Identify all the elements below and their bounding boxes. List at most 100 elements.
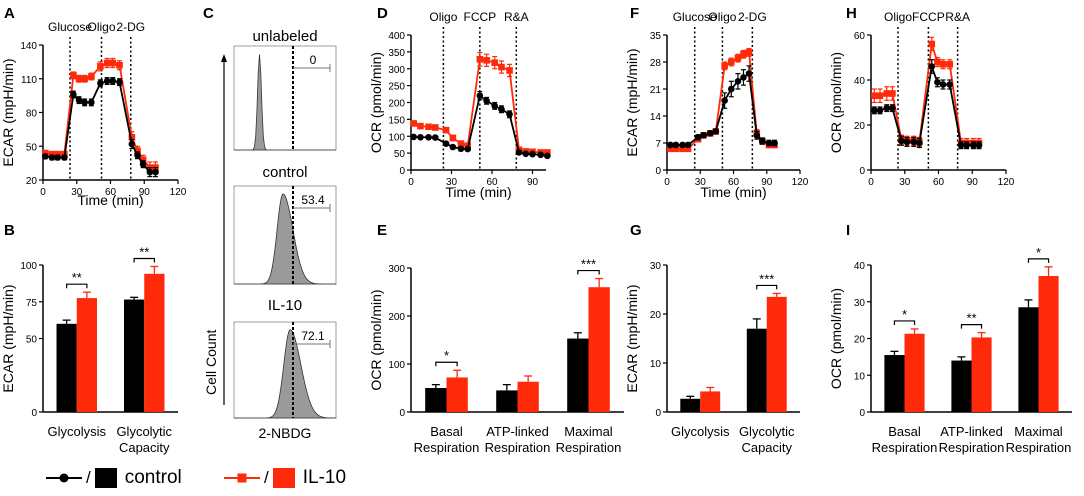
y-tick-label: 0 xyxy=(859,166,865,177)
category-label: ATP-linked xyxy=(486,424,549,439)
injection-label: R&A xyxy=(945,10,970,24)
data-point-control xyxy=(883,104,891,112)
data-point-control xyxy=(740,74,747,81)
data-point-control xyxy=(152,168,159,176)
x-tick-label: 60 xyxy=(728,177,740,188)
bar-il10 xyxy=(588,287,610,412)
x-axis-label: Time (min) xyxy=(445,184,511,200)
y-tick-label: 20 xyxy=(26,176,38,187)
y-tick-label: 10 xyxy=(854,371,866,382)
significance-bracket xyxy=(893,320,916,325)
panel-letter: A xyxy=(4,5,15,22)
data-point-il10 xyxy=(417,122,424,130)
data-point-control xyxy=(903,138,911,146)
data-point-control xyxy=(116,78,123,86)
y-tick-label: 50 xyxy=(394,149,406,160)
data-point-il10 xyxy=(672,145,680,153)
data-point-il10 xyxy=(871,92,878,100)
x-tick-label: 60 xyxy=(486,177,498,188)
data-point-il10 xyxy=(109,59,117,67)
line-panel-h: H 0 20 40 60 0 30 60 90 120 Oligo FCCP R&A OCR (pmol/… xyxy=(828,5,1015,188)
bar-control xyxy=(884,355,905,412)
data-point-control xyxy=(684,141,692,149)
y-tick-label: 100 xyxy=(388,360,405,371)
significance-label: *** xyxy=(581,257,596,272)
significance-bracket xyxy=(133,257,155,263)
data-point-il10 xyxy=(889,90,896,97)
panel-letter: F xyxy=(630,5,639,22)
category-label: Respiration xyxy=(1006,440,1072,455)
bar-control xyxy=(56,323,77,412)
x-axis-label: Time (min) xyxy=(77,192,143,208)
data-point-il10 xyxy=(745,49,753,56)
data-point-control xyxy=(537,151,544,159)
histogram-title: unlabeled xyxy=(252,28,317,45)
data-point-control xyxy=(771,139,778,147)
x-tick-label: 90 xyxy=(761,177,773,188)
data-point-il10 xyxy=(75,75,83,83)
data-point-il10 xyxy=(139,156,147,164)
significance-bracket xyxy=(1027,258,1050,263)
histogram-title: IL-10 xyxy=(268,297,302,314)
y-tick-label: 0 xyxy=(655,166,661,177)
y-tick-label: 110 xyxy=(21,75,37,86)
x-tick-label: 30 xyxy=(71,187,83,198)
bar-control xyxy=(951,360,972,412)
data-point-il10 xyxy=(457,140,465,147)
data-point-control xyxy=(957,141,965,149)
data-point-control xyxy=(109,77,117,85)
y-tick-label: 0 xyxy=(31,408,37,419)
x-tick-label: 90 xyxy=(967,177,979,188)
data-point-control xyxy=(498,105,505,113)
data-point-il10 xyxy=(48,150,56,158)
data-point-il10 xyxy=(876,92,884,100)
category-label: Glycolytic xyxy=(116,424,172,439)
y-tick-label: 28 xyxy=(650,58,662,69)
data-point-control xyxy=(88,99,95,106)
significance-label: ** xyxy=(139,244,149,259)
axis-arrow xyxy=(221,54,227,62)
y-tick-label: 100 xyxy=(388,132,405,143)
panel-letter: E xyxy=(377,222,387,239)
y-tick-label: 21 xyxy=(650,85,662,96)
data-point-control xyxy=(898,137,905,145)
data-point-il10 xyxy=(883,90,891,97)
category-label: Capacity xyxy=(741,440,792,455)
y-tick-label: 140 xyxy=(20,41,37,52)
injection-label: 2-DG xyxy=(116,20,145,34)
gate-value: 72.1 xyxy=(301,329,325,343)
y-tick-label: 30 xyxy=(650,261,662,272)
y-tick-label: 150 xyxy=(388,115,405,126)
injection-label: 2-DG xyxy=(738,10,767,24)
data-point-il10 xyxy=(491,59,498,66)
injection-label: R&A xyxy=(504,10,529,24)
data-point-control xyxy=(745,70,753,77)
x-tick-label: 0 xyxy=(868,177,874,188)
data-point-control xyxy=(667,141,674,149)
y-axis-label: ECAR (mpH/min) xyxy=(624,284,640,392)
bar-il10 xyxy=(76,298,97,412)
data-point-control xyxy=(934,78,941,86)
significance-label: * xyxy=(902,307,907,322)
y-tick-label: 300 xyxy=(388,264,405,275)
flow-panel-c: C Cell Count unlabeled 0 control 53.4 IL-10 72.… xyxy=(203,5,337,441)
category-label: Respiration xyxy=(414,440,480,455)
data-point-control xyxy=(706,130,714,137)
data-point-control xyxy=(712,128,720,135)
bar-control xyxy=(425,388,447,412)
significance-label: * xyxy=(1036,245,1041,260)
bar-control xyxy=(496,390,518,412)
panel-letter: G xyxy=(630,222,642,239)
bar-control xyxy=(124,299,145,412)
data-point-control xyxy=(876,107,884,114)
data-point-control xyxy=(476,92,484,100)
data-point-control xyxy=(442,140,450,147)
category-label: Maximal xyxy=(1014,424,1063,439)
data-point-il10 xyxy=(97,63,104,70)
gate-value: 53.4 xyxy=(301,193,325,207)
legend-control-label: control xyxy=(124,467,182,488)
category-label: Respiration xyxy=(485,440,551,455)
data-point-il10 xyxy=(54,150,61,158)
